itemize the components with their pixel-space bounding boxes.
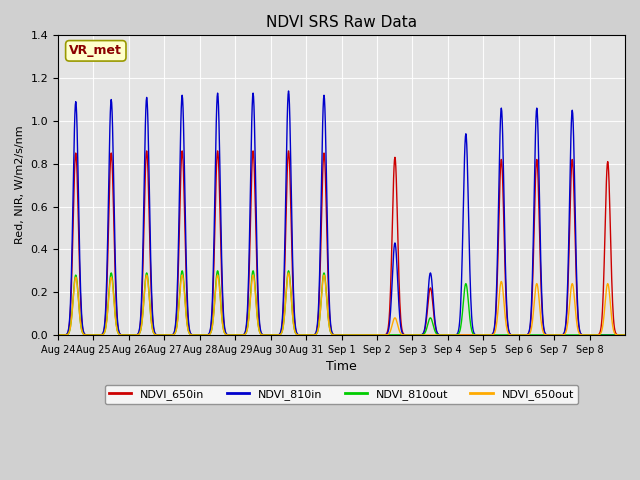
Line: NDVI_810in: NDVI_810in — [58, 91, 625, 335]
X-axis label: Time: Time — [326, 360, 357, 373]
NDVI_810out — [435, 332, 442, 337]
NDVI_650in — [82, 332, 90, 338]
Legend: NDVI_650in, NDVI_810in, NDVI_810out, NDVI_650out: NDVI_650in, NDVI_810in, NDVI_810out, NDV… — [104, 384, 579, 404]
NDVI_650in — [621, 332, 629, 338]
Line: NDVI_650in: NDVI_650in — [58, 151, 625, 335]
NDVI_650in — [435, 332, 442, 337]
NDVI_810in — [285, 88, 292, 94]
NDVI_650in — [466, 332, 474, 338]
NDVI_650out — [359, 332, 367, 338]
Title: NDVI SRS Raw Data: NDVI SRS Raw Data — [266, 15, 417, 30]
NDVI_810in — [363, 332, 371, 338]
NDVI_810out — [382, 332, 390, 338]
NDVI_650in — [143, 148, 150, 154]
NDVI_650in — [359, 332, 367, 338]
NDVI_650out — [444, 332, 452, 338]
NDVI_650out — [54, 332, 62, 338]
NDVI_810in — [54, 332, 62, 338]
NDVI_650out — [466, 332, 474, 338]
NDVI_650out — [382, 332, 390, 338]
Y-axis label: Red, NIR, W/m2/s/nm: Red, NIR, W/m2/s/nm — [15, 126, 25, 244]
NDVI_810in — [359, 332, 367, 338]
NDVI_810out — [82, 332, 90, 338]
NDVI_810in — [435, 331, 442, 337]
NDVI_650in — [54, 332, 62, 338]
NDVI_650out — [621, 332, 629, 338]
NDVI_650in — [382, 332, 390, 337]
NDVI_810out — [359, 332, 367, 338]
NDVI_810in — [621, 332, 629, 338]
NDVI_810out — [54, 332, 62, 338]
Line: NDVI_650out: NDVI_650out — [58, 273, 625, 335]
NDVI_650in — [363, 332, 371, 338]
NDVI_810out — [465, 311, 473, 317]
NDVI_650out — [82, 332, 90, 338]
NDVI_810in — [82, 332, 90, 338]
NDVI_650out — [363, 332, 371, 338]
NDVI_810out — [565, 332, 573, 338]
Text: VR_met: VR_met — [69, 44, 122, 57]
NDVI_810out — [363, 332, 371, 338]
NDVI_810in — [382, 332, 390, 337]
NDVI_650out — [285, 270, 292, 276]
NDVI_810in — [465, 250, 473, 255]
NDVI_810out — [179, 268, 186, 274]
NDVI_810out — [621, 332, 629, 338]
NDVI_650out — [435, 332, 442, 338]
Line: NDVI_810out: NDVI_810out — [58, 271, 625, 335]
NDVI_650in — [462, 332, 470, 338]
